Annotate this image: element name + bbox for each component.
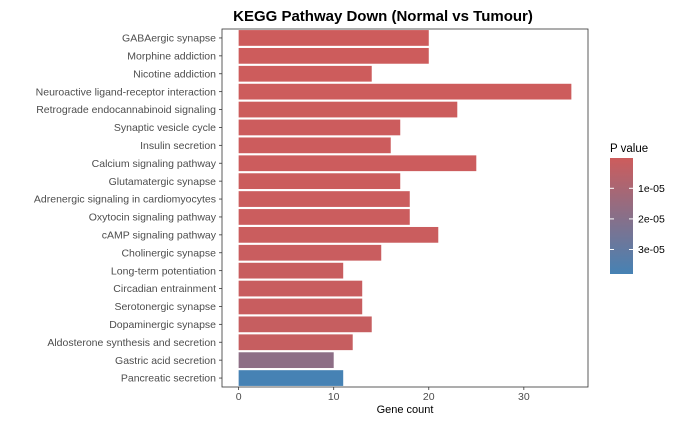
- x-tick-label: 10: [328, 391, 340, 403]
- x-tick-label: 30: [518, 391, 530, 403]
- y-tick-label: Dopaminergic synapse: [109, 319, 216, 331]
- legend-title: P value: [610, 143, 648, 155]
- y-tick-label: Pancreatic secretion: [121, 373, 216, 385]
- y-tick-label: Long-term potentiation: [111, 265, 216, 277]
- bar: [238, 334, 353, 351]
- bar: [238, 83, 572, 100]
- y-tick-label: Neuroactive ligand-receptor interaction: [36, 86, 217, 98]
- y-tick-label: GABAergic synapse: [122, 33, 216, 45]
- y-tick-label: Aldosterone synthesis and secretion: [47, 337, 216, 349]
- y-tick-label: Cholinergic synapse: [121, 247, 216, 259]
- bar: [238, 370, 344, 386]
- x-tick-label: 0: [236, 391, 242, 403]
- bar: [238, 101, 458, 118]
- bar: [238, 119, 401, 136]
- legend-tick-label: 2e-05: [638, 214, 665, 226]
- x-axis-title: Gene count: [377, 404, 434, 416]
- x-tick-label: 20: [423, 391, 435, 403]
- legend-tick-label: 1e-05: [638, 183, 665, 195]
- y-tick-label: Retrograde endocannabinoid signaling: [36, 104, 216, 116]
- bar: [238, 352, 334, 369]
- y-tick-label: Insulin secretion: [140, 140, 216, 152]
- y-tick-label: Calcium signaling pathway: [92, 158, 217, 170]
- bar: [238, 298, 363, 315]
- bar: [238, 262, 344, 279]
- legend-ticks: 1e-05 2e-05 3e-05: [610, 183, 665, 256]
- bar: [238, 280, 363, 297]
- bar: [238, 137, 391, 154]
- bar: [238, 209, 410, 225]
- y-tick-label: Adrenergic signaling in cardiomyocytes: [34, 194, 216, 206]
- y-tick-label: Gastric acid secretion: [115, 355, 216, 367]
- legend-tick-label: 3e-05: [638, 244, 665, 256]
- bar: [238, 244, 382, 261]
- bars-layer: [238, 30, 572, 386]
- y-tick-label: Oxytocin signaling pathway: [89, 212, 217, 224]
- bar: [238, 316, 372, 333]
- x-axis: 0 10 20 30: [236, 387, 530, 403]
- legend-colorbar: [610, 158, 633, 274]
- y-tick-label: Circadian entrainment: [113, 283, 216, 295]
- y-tick-label: Synaptic vesicle cycle: [114, 122, 216, 134]
- bar: [238, 191, 410, 207]
- bar: [238, 65, 372, 82]
- y-tick-label: Morphine addiction: [127, 50, 216, 62]
- y-tick-labels: GABAergic synapse Morphine addiction Nicot…: [34, 33, 222, 385]
- y-tick-label: Serotonergic synapse: [114, 301, 216, 313]
- bar: [238, 226, 439, 243]
- chart-title: KEGG Pathway Down (Normal vs Tumour): [233, 8, 533, 25]
- plot-panel: [221, 28, 589, 388]
- y-tick-label: cAMP signaling pathway: [102, 229, 217, 241]
- bar: [238, 155, 477, 172]
- bar: [238, 30, 429, 46]
- bar: [238, 173, 401, 190]
- bar: [238, 47, 429, 64]
- y-tick-label: Nicotine addiction: [133, 68, 216, 80]
- y-tick-label: Glutamatergic synapse: [109, 176, 217, 188]
